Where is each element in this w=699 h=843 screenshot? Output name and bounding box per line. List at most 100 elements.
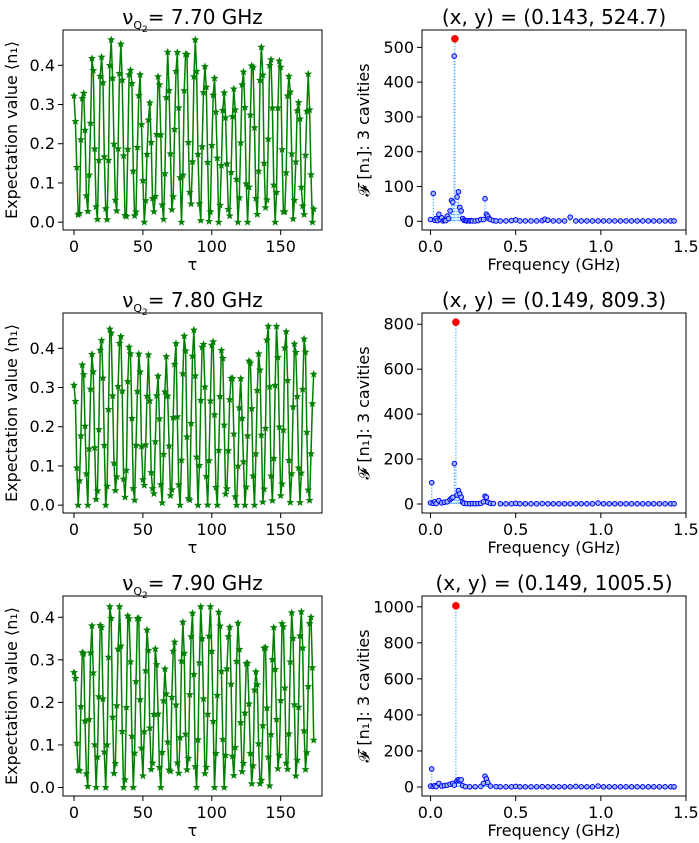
x-tick-label: 0 <box>69 803 79 822</box>
data-point <box>99 694 107 703</box>
data-point <box>528 500 534 507</box>
data-point <box>180 331 189 340</box>
data-point <box>156 480 165 489</box>
data-point <box>222 664 231 673</box>
data-point <box>85 715 94 723</box>
data-point <box>265 61 274 69</box>
data-point <box>166 149 175 158</box>
data-point <box>216 392 224 400</box>
data-point <box>149 489 158 498</box>
data-point <box>136 70 145 79</box>
data-point <box>284 729 293 738</box>
data-point <box>110 140 118 148</box>
data-point <box>539 500 546 507</box>
data-point <box>105 602 114 610</box>
data-point <box>584 500 590 507</box>
data-point <box>101 501 110 509</box>
data-point <box>304 485 313 494</box>
data-point <box>72 163 81 171</box>
data-point <box>97 623 106 631</box>
data-point <box>104 653 113 661</box>
data-point <box>214 446 223 454</box>
data-point <box>93 752 102 761</box>
data-point <box>111 759 120 767</box>
x-tick-label: 150 <box>265 520 296 539</box>
data-point <box>165 441 174 450</box>
data-point <box>161 664 169 673</box>
data-point <box>517 784 523 790</box>
data-point <box>289 634 298 642</box>
data-point <box>232 175 241 183</box>
y-tick-label: 0.4 <box>30 608 55 627</box>
data-point <box>129 783 138 791</box>
y-tick-label: 0.0 <box>30 496 55 515</box>
data-point <box>293 392 302 400</box>
data-point <box>522 218 529 224</box>
x-tick-label: 150 <box>265 803 296 822</box>
data-point <box>136 367 145 376</box>
data-point <box>253 386 262 394</box>
data-point <box>273 103 282 112</box>
data-point <box>207 141 216 149</box>
data-point <box>185 188 194 196</box>
data-point <box>262 195 271 204</box>
data-point <box>301 151 310 159</box>
data-point <box>148 484 157 492</box>
data-point <box>556 218 562 224</box>
data-point <box>573 783 579 790</box>
data-point <box>651 784 657 790</box>
data-point <box>202 472 211 480</box>
data-point <box>309 204 318 213</box>
data-point <box>90 740 99 748</box>
data-point <box>545 784 551 790</box>
data-point <box>561 500 568 507</box>
y-tick-label: 0.1 <box>30 456 55 475</box>
data-point <box>606 218 612 224</box>
y-tick-label: 0 <box>404 212 414 231</box>
data-point <box>103 482 112 490</box>
data-point <box>126 657 135 666</box>
data-point <box>134 614 143 622</box>
data-point <box>243 218 252 226</box>
data-point <box>445 215 452 222</box>
data-point <box>234 461 242 470</box>
plot-area <box>70 322 318 509</box>
data-point <box>617 784 624 790</box>
data-point <box>584 784 590 790</box>
data-point <box>612 784 618 790</box>
data-point <box>216 621 224 630</box>
data-point <box>235 193 244 202</box>
data-point <box>662 500 668 507</box>
data-point <box>148 758 157 767</box>
data-point <box>192 783 201 791</box>
data-point <box>213 501 222 509</box>
data-point <box>272 715 281 723</box>
data-point <box>78 360 87 369</box>
data-point <box>103 215 112 223</box>
data-point <box>289 214 298 223</box>
data-point <box>155 763 164 771</box>
data-point <box>94 425 103 433</box>
data-point <box>450 494 456 501</box>
y-tick-label: 1000 <box>373 597 414 616</box>
data-point <box>251 449 260 458</box>
data-point <box>308 218 317 226</box>
data-point <box>517 500 523 507</box>
data-point <box>121 211 129 219</box>
data-point <box>96 621 105 629</box>
chart-panel-4: 0.0 0.5 1.0 1.5 0 200 400 600 800 (x, y) = (0.149… <box>354 288 699 557</box>
data-point <box>280 683 289 692</box>
data-point <box>503 500 509 507</box>
data-point <box>578 784 585 790</box>
data-point <box>567 214 573 220</box>
data-point <box>305 105 314 114</box>
data-point <box>258 70 267 79</box>
data-point <box>294 702 303 711</box>
data-point <box>307 613 315 621</box>
y-tick-label: 400 <box>383 705 414 724</box>
data-point <box>291 771 300 780</box>
data-point <box>96 72 105 80</box>
y-tick-label: 0.4 <box>30 56 55 75</box>
data-point <box>556 784 562 790</box>
